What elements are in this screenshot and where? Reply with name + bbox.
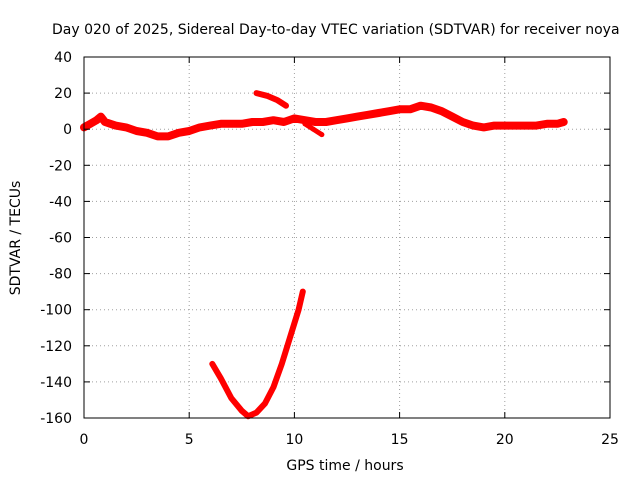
data-point: [312, 119, 318, 125]
x-axis-label: GPS time / hours: [286, 458, 403, 474]
data-point: [260, 119, 266, 125]
grid-layer: [84, 57, 610, 418]
y-tick-label: 20: [54, 86, 72, 102]
data-point: [291, 115, 297, 121]
data-point: [512, 123, 518, 129]
data-point: [228, 121, 234, 127]
data-point: [98, 114, 104, 120]
data-point: [279, 361, 285, 367]
data-point: [533, 123, 539, 129]
x-tick-label: 15: [391, 432, 409, 448]
data-point: [113, 123, 119, 129]
data-point: [460, 119, 466, 125]
data-point: [523, 123, 529, 129]
data-point: [544, 121, 550, 127]
data-point: [197, 124, 203, 130]
data-point: [439, 108, 445, 114]
data-point: [249, 119, 255, 125]
x-tick-label: 5: [185, 432, 194, 448]
y-tick-label: -140: [40, 375, 72, 391]
x-tick-label: 25: [601, 432, 619, 448]
data-point: [319, 132, 325, 138]
y-tick-label: -80: [49, 267, 72, 283]
data-point: [165, 133, 171, 139]
data-point: [407, 106, 413, 112]
data-point: [302, 121, 308, 127]
data-point: [300, 289, 306, 295]
data-point: [376, 110, 382, 116]
y-tick-label: -100: [40, 303, 72, 319]
data-point: [287, 334, 293, 340]
data-point: [155, 133, 161, 139]
data-point: [218, 121, 224, 127]
series-deep-u-curve: [209, 288, 306, 420]
data-point: [481, 124, 487, 130]
data-point: [94, 117, 100, 123]
data-point: [491, 123, 497, 129]
x-tick-label: 0: [80, 432, 89, 448]
data-point: [239, 408, 245, 414]
data-point: [561, 119, 567, 125]
y-tick-label: -60: [49, 231, 72, 247]
data-point: [365, 112, 371, 118]
data-point: [296, 307, 302, 313]
y-axis-label: SDTVAR / TECUs: [8, 181, 24, 296]
plot-frame: [83, 56, 611, 419]
data-point: [123, 124, 129, 130]
data-point: [283, 103, 289, 109]
data-point: [254, 410, 259, 416]
series-upper-segment: [253, 90, 289, 109]
data-point: [281, 119, 287, 125]
data-point: [418, 103, 424, 109]
x-tick-label: 20: [496, 432, 514, 448]
data-point: [344, 115, 350, 121]
data-point: [264, 93, 270, 99]
y-tick-label: -120: [40, 339, 72, 355]
data-point: [176, 130, 182, 136]
data-point: [262, 401, 268, 407]
data-point: [386, 108, 392, 114]
data-point: [270, 384, 276, 390]
data-point: [502, 123, 508, 129]
data-point: [397, 106, 403, 112]
data-point: [334, 117, 339, 123]
tick-label-layer: 0 5 10 15 20 25 40 20 0 -20 -40 -60 -80 -100 -120 -140 -…: [40, 50, 619, 448]
data-point: [144, 130, 150, 136]
data-point: [428, 105, 434, 110]
chart-title: Day 020 of 2025, Sidereal Day-to-day VTE…: [52, 22, 620, 38]
data-point: [207, 123, 213, 129]
data-point: [228, 395, 234, 401]
data-point: [87, 121, 93, 127]
data-point: [302, 117, 308, 123]
data-point: [270, 117, 276, 123]
data-point: [186, 128, 192, 134]
y-tick-label: -160: [40, 411, 72, 427]
data-point: [554, 121, 560, 127]
data-point: [355, 114, 360, 120]
y-tick-label: 40: [54, 50, 72, 66]
series-layer: [80, 90, 568, 420]
data-point: [275, 97, 281, 103]
y-tick-label: -40: [49, 194, 72, 210]
data-point: [470, 123, 476, 129]
data-point: [323, 119, 329, 125]
data-point: [310, 126, 316, 132]
data-point: [102, 119, 108, 125]
x-tick-label: 10: [285, 432, 303, 448]
y-tick-label: 0: [63, 122, 72, 138]
y-tick-label: -20: [49, 158, 72, 174]
data-point: [218, 375, 224, 381]
tick-layer: [83, 56, 611, 419]
data-point: [254, 90, 259, 96]
data-point: [239, 121, 245, 127]
data-point: [449, 114, 455, 120]
data-point: [134, 128, 140, 134]
data-point: [209, 361, 215, 367]
data-point: [245, 413, 251, 419]
